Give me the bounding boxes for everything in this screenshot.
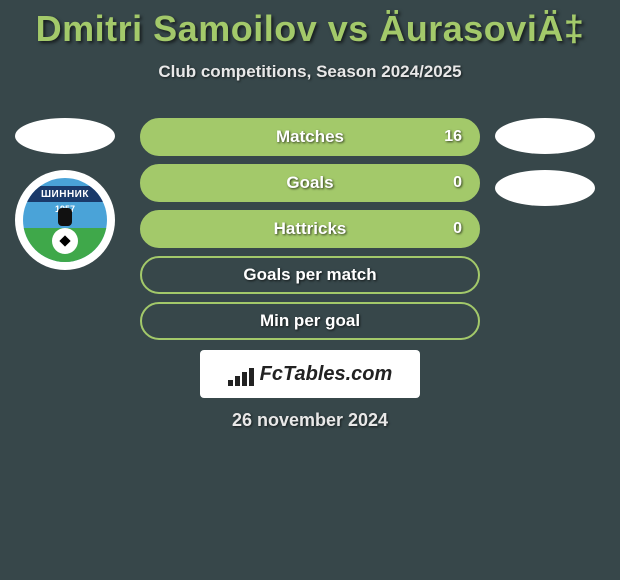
date-text: 26 november 2024 [0,410,620,431]
stat-label: Goals per match [243,265,376,285]
stat-row-goals-per-match: Goals per match [140,256,480,294]
page-title: Dmitri Samoilov vs ÄurasoviÄ‡ [0,0,620,50]
club-badge-ball-icon [52,228,78,254]
brand-bars-icon [228,368,254,386]
stat-row-goals: Goals 0 [140,164,480,202]
club-badge-shinnik: ШИННИК 1957 [15,170,115,270]
club-badge-ribbon: ШИННИК [23,186,107,202]
stat-label: Min per goal [260,311,360,331]
stat-row-matches: Matches 16 [140,118,480,156]
brand-box: FcTables.com [200,350,420,398]
stat-row-hattricks: Hattricks 0 [140,210,480,248]
stat-value: 16 [444,120,462,154]
player-photo-right-placeholder [495,118,595,154]
stat-label: Matches [276,127,344,147]
stat-label: Hattricks [274,219,347,239]
player-photo-left-placeholder [15,118,115,154]
stat-label: Goals [286,173,333,193]
right-column [490,118,600,222]
left-column: ШИННИК 1957 [10,118,120,270]
page-subtitle: Club competitions, Season 2024/2025 [0,62,620,82]
stat-value: 0 [453,212,462,246]
club-badge-right-placeholder [495,170,595,206]
club-badge-inner: ШИННИК 1957 [23,178,107,262]
club-badge-bear-icon [58,208,72,226]
stat-value: 0 [453,166,462,200]
stats-panel: Matches 16 Goals 0 Hattricks 0 Goals per match… [140,118,480,348]
stat-row-min-per-goal: Min per goal [140,302,480,340]
brand-text: FcTables.com [260,363,393,386]
